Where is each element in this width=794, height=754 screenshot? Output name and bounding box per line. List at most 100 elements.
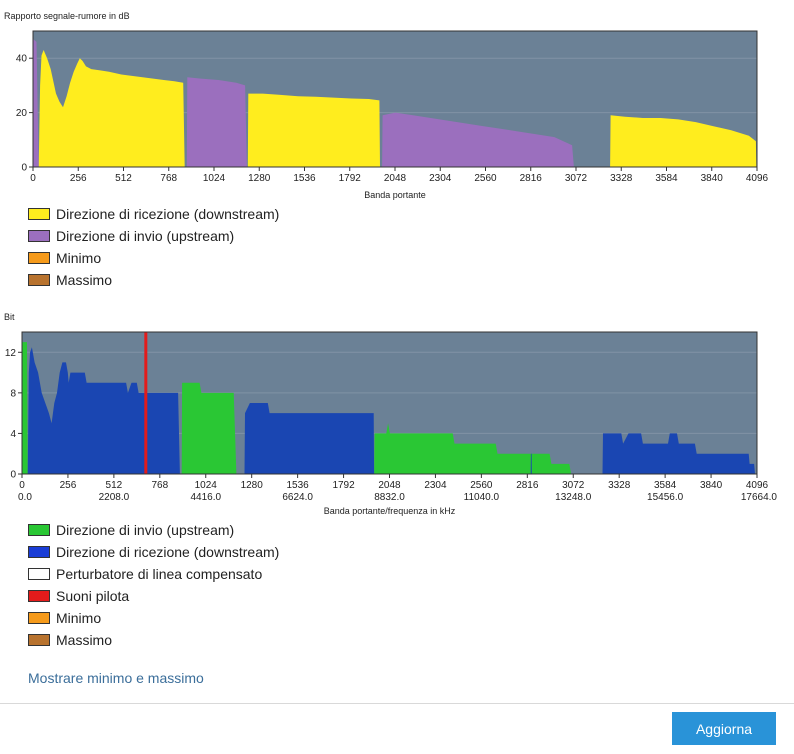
legend-label: Direzione di invio (upstream) (56, 228, 235, 244)
show-minmax-link[interactable]: Mostrare minimo e massimo (28, 670, 204, 686)
series-area (27, 347, 180, 474)
legend-swatch (28, 252, 50, 264)
legend-label: Massimo (56, 272, 113, 288)
x-tick-label: 1536 (287, 480, 310, 491)
x-tick-khz-label: 8832.0 (374, 492, 405, 503)
x-tick-khz-label: 15456.0 (647, 492, 684, 503)
x-tick-label: 256 (70, 173, 87, 184)
legend-swatch (28, 612, 50, 624)
series-area (382, 112, 574, 167)
legend-item-bit-upstream: Direzione di invio (upstream) (28, 519, 279, 541)
legend-item-snr-maximum: Massimo (28, 269, 279, 291)
x-tick-label: 0 (19, 480, 25, 491)
snr-legend: Direzione di ricezione (downstream) Dire… (28, 203, 279, 291)
legend-item-snr-upstream: Direzione di invio (upstream) (28, 225, 279, 247)
x-tick-label: 1280 (241, 480, 264, 491)
legend-item-bit-pilot-tones: Suoni pilota (28, 585, 279, 607)
series-area (244, 403, 375, 474)
x-tick-label: 2048 (378, 480, 401, 491)
divider (0, 703, 794, 704)
x-tick-label: 3072 (565, 173, 588, 184)
x-tick-label: 1024 (203, 173, 226, 184)
series-area (38, 50, 185, 167)
x-axis-label: Banda portante/frequenza in kHz (324, 506, 456, 516)
y-tick-label: 20 (16, 108, 28, 119)
y-tick-label: 8 (10, 388, 16, 399)
x-tick-khz-label: 6624.0 (282, 492, 313, 503)
x-tick-label: 3840 (700, 480, 723, 491)
legend-label: Minimo (56, 250, 102, 266)
x-tick-label: 768 (160, 173, 177, 184)
legend-item-bit-maximum: Massimo (28, 629, 279, 651)
x-tick-label: 4096 (746, 173, 769, 184)
bit-legend: Direzione di invio (upstream) Direzione … (28, 519, 279, 651)
legend-swatch (28, 274, 50, 286)
x-tick-label: 1792 (339, 173, 362, 184)
y-tick-label: 12 (5, 348, 17, 359)
x-tick-label: 512 (106, 480, 123, 491)
x-tick-label: 3584 (654, 480, 677, 491)
legend-swatch (28, 568, 50, 580)
x-tick-label: 2304 (424, 480, 447, 491)
y-tick-label: 40 (16, 54, 28, 65)
legend-swatch (28, 590, 50, 602)
x-tick-label: 768 (151, 480, 168, 491)
x-tick-khz-label: 4416.0 (190, 492, 221, 503)
legend-label: Direzione di invio (upstream) (56, 522, 235, 538)
x-tick-label: 4096 (746, 480, 769, 491)
x-tick-label: 1536 (293, 173, 316, 184)
x-tick-khz-label: 0.0 (18, 492, 32, 503)
bit-y-axis-label: Bit (4, 312, 15, 322)
legend-item-bit-crosstalk: Perturbatore di linea compensato (28, 563, 279, 585)
x-tick-khz-label: 17664.0 (741, 492, 778, 503)
series-area (33, 39, 39, 168)
x-tick-label: 3840 (701, 173, 724, 184)
series-area (602, 433, 755, 474)
x-tick-label: 3328 (610, 173, 633, 184)
x-tick-label: 2816 (516, 480, 539, 491)
y-tick-label: 0 (10, 470, 16, 481)
legend-label: Massimo (56, 632, 113, 648)
x-tick-label: 2304 (429, 173, 452, 184)
legend-label: Direzione di ricezione (downstream) (56, 206, 280, 222)
legend-label: Perturbatore di linea compensato (56, 566, 263, 582)
legend-swatch (28, 208, 50, 220)
legend-swatch (28, 634, 50, 646)
legend-swatch (28, 230, 50, 242)
legend-swatch (28, 524, 50, 536)
x-tick-khz-label: 13248.0 (555, 492, 592, 503)
legend-item-snr-minimum: Minimo (28, 247, 279, 269)
series-area (22, 342, 28, 474)
x-tick-label: 3072 (562, 480, 585, 491)
x-tick-label: 2560 (474, 173, 497, 184)
x-tick-label: 2560 (470, 480, 493, 491)
x-tick-label: 3584 (655, 173, 678, 184)
series-area (247, 93, 380, 167)
legend-item-snr-downstream: Direzione di ricezione (downstream) (28, 203, 279, 225)
x-tick-label: 2048 (384, 173, 407, 184)
series-area (186, 77, 247, 167)
legend-swatch (28, 546, 50, 558)
y-tick-label: 4 (10, 429, 16, 440)
x-tick-label: 1280 (248, 173, 271, 184)
bit-chart: 0 4 8 12 0 256 512 768 1024 1280 1536 1792 2048 2304 2… (5, 331, 778, 516)
legend-label: Suoni pilota (56, 588, 130, 604)
x-tick-khz-label: 2208.0 (99, 492, 130, 503)
x-tick-khz-label: 11040.0 (464, 492, 500, 503)
x-axis-label: Banda portante (364, 190, 426, 200)
snr-y-axis-label: Rapporto segnale-rumore in dB (4, 11, 130, 21)
refresh-button[interactable]: Aggiorna (672, 712, 776, 745)
legend-label: Minimo (56, 610, 102, 626)
x-tick-label: 2816 (520, 173, 543, 184)
y-tick-label: 0 (21, 163, 27, 174)
series-area (374, 423, 572, 474)
legend-label: Direzione di ricezione (downstream) (56, 544, 280, 560)
x-tick-label: 256 (60, 480, 77, 491)
x-tick-label: 3328 (608, 480, 631, 491)
legend-item-bit-minimum: Minimo (28, 607, 279, 629)
x-tick-label: 512 (115, 173, 132, 184)
legend-item-bit-downstream: Direzione di ricezione (downstream) (28, 541, 279, 563)
series-area (610, 115, 757, 167)
series-area (181, 382, 237, 474)
series-area (530, 453, 532, 474)
